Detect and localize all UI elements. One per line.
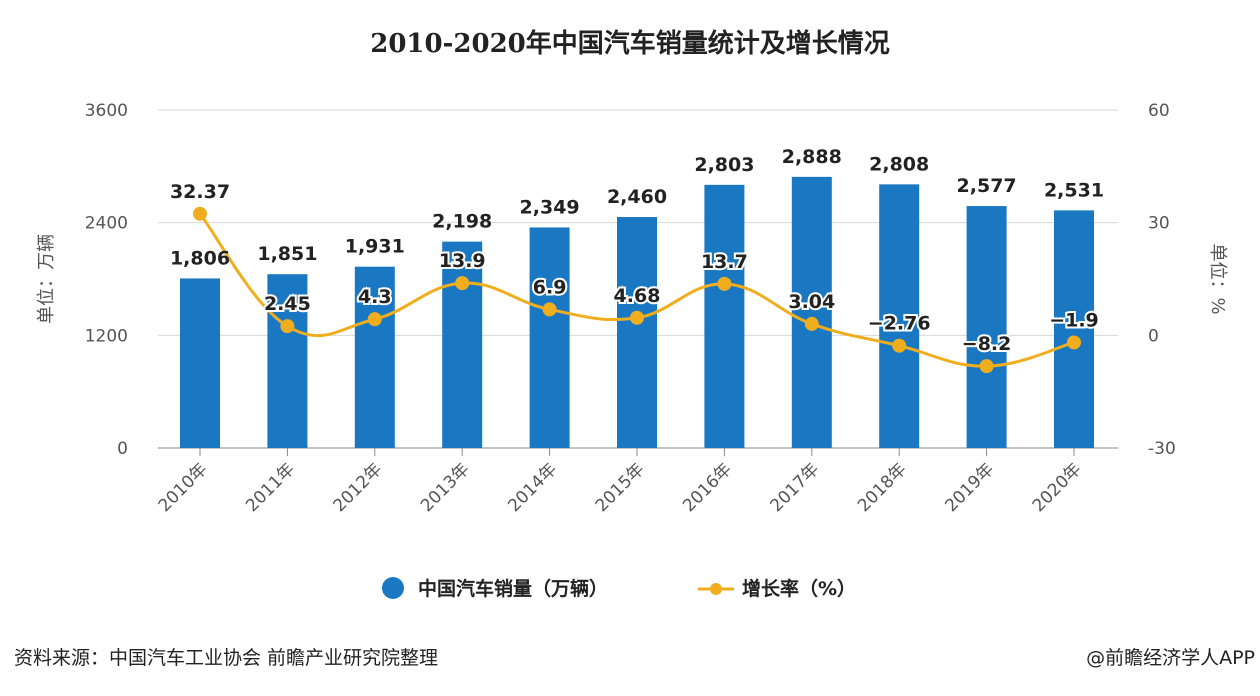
growth-value-label: −8.2 xyxy=(962,333,1012,355)
legend-bar-label: 中国汽车销量（万辆） xyxy=(418,577,608,600)
growth-point xyxy=(542,302,557,317)
x-tick-label: 2010年 xyxy=(155,459,212,516)
chart-title: 2010-2020年中国汽车销量统计及增长情况 xyxy=(370,28,890,59)
y-tick-label: 2400 xyxy=(85,214,128,234)
bar xyxy=(180,278,220,448)
bar xyxy=(617,217,657,448)
bar-value-label: 2,803 xyxy=(694,154,754,176)
growth-point xyxy=(717,276,732,291)
bar-value-label: 2,349 xyxy=(520,196,580,218)
bar xyxy=(879,184,920,449)
growth-value-label: 4.68 xyxy=(614,285,661,307)
bar xyxy=(442,241,483,448)
y-axis-label: 单位：万辆 xyxy=(36,234,57,324)
y-tick-label: 1200 xyxy=(85,326,128,346)
bar xyxy=(704,184,745,448)
growth-value-label: 6.9 xyxy=(533,276,567,298)
growth-value-label: 13.9 xyxy=(439,250,486,272)
bar-value-label: 1,931 xyxy=(345,236,405,258)
y-tick-label: 0 xyxy=(117,439,128,459)
x-tick-label: 2011年 xyxy=(242,459,299,516)
y2-tick-label: 0 xyxy=(1148,326,1159,346)
growth-point xyxy=(630,310,644,325)
bar xyxy=(966,206,1007,448)
growth-value-label: 32.37 xyxy=(170,181,230,203)
growth-point xyxy=(455,276,470,291)
legend-bar-marker xyxy=(382,577,404,599)
growth-value-label: 4.3 xyxy=(358,286,392,308)
x-tick-label: 2014年 xyxy=(504,459,561,516)
growth-value-label: 3.04 xyxy=(788,291,835,313)
growth-point xyxy=(804,316,819,331)
bar-value-label: 2,531 xyxy=(1044,179,1104,201)
growth-point xyxy=(1067,335,1081,350)
growth-value-label: 13.7 xyxy=(701,251,748,273)
y2-axis-label: 单位：% xyxy=(1207,243,1228,314)
bar-value-label: 2,198 xyxy=(432,211,492,233)
x-tick-label: 2020年 xyxy=(1029,459,1086,516)
growth-point xyxy=(979,359,994,374)
source-note: 资料来源：中国汽车工业协会 前瞻产业研究院整理 xyxy=(14,647,438,669)
bar-value-label: 2,808 xyxy=(869,153,929,175)
y2-tick-label: -30 xyxy=(1148,439,1176,459)
bar-value-label: 2,460 xyxy=(607,186,667,208)
growth-point xyxy=(367,312,382,327)
x-tick-label: 2017年 xyxy=(767,459,824,516)
bar-value-label: 2,577 xyxy=(957,175,1017,197)
legend-line-label: 增长率（%） xyxy=(742,577,856,600)
bar xyxy=(354,266,395,448)
bar xyxy=(791,176,832,449)
y-tick-label: 3600 xyxy=(85,101,128,121)
x-tick-label: 2019年 xyxy=(941,459,998,516)
growth-value-label: −2.76 xyxy=(868,313,931,335)
y2-tick-label: 60 xyxy=(1148,101,1170,121)
legend-line-dot xyxy=(710,583,722,595)
growth-value-label: 2.45 xyxy=(264,293,311,315)
bar-value-label: 1,851 xyxy=(257,243,317,265)
bar-value-label: 1,806 xyxy=(170,247,230,269)
bar xyxy=(529,227,570,448)
growth-point xyxy=(280,319,295,334)
growth-point xyxy=(892,338,907,353)
y2-tick-label: 30 xyxy=(1148,214,1170,234)
growth-point xyxy=(193,206,207,221)
x-tick-label: 2016年 xyxy=(679,459,736,516)
x-tick-label: 2015年 xyxy=(592,459,649,516)
credit: @前瞻经济学人APP xyxy=(1086,647,1255,669)
x-tick-label: 2013年 xyxy=(417,459,474,516)
x-tick-label: 2018年 xyxy=(854,459,911,516)
growth-value-label: −1.9 xyxy=(1049,309,1099,331)
bar xyxy=(267,274,308,448)
x-tick-label: 2012年 xyxy=(330,459,387,516)
bar xyxy=(1054,210,1094,448)
bar-value-label: 2,888 xyxy=(782,146,842,168)
